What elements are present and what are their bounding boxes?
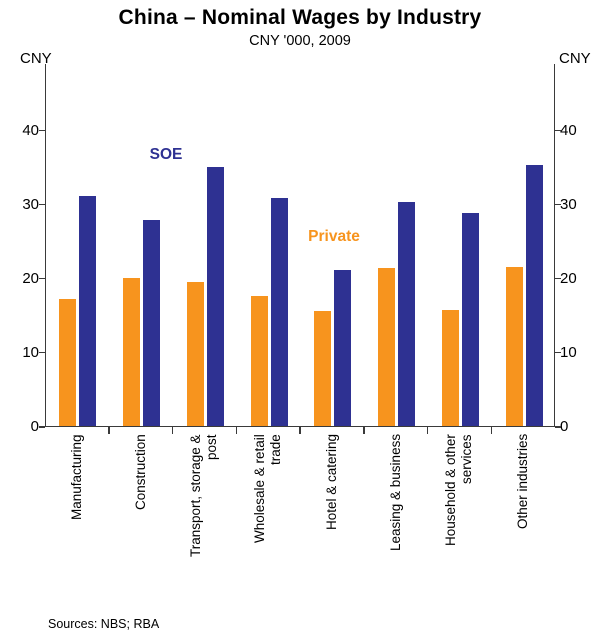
series-label-private: Private [308,228,360,245]
y-axis-unit-left: CNY [20,50,52,67]
bar-private-1 [59,298,77,426]
y-axis-tick [39,129,45,132]
series-label-soe: SOE [149,146,183,163]
x-axis-tick [108,427,110,434]
bar-private-8 [505,266,523,426]
y-axis-tick-label-right: 0 [560,418,569,435]
y-axis-tick-label-left: 30 [22,195,39,213]
bar-soe-6 [398,201,416,426]
bar-soe-2 [143,220,161,426]
y-axis-tick [555,129,561,132]
y-axis-tick-label-right: 10 [560,343,577,361]
y-axis-tick [555,277,561,280]
bar-soe-4 [270,197,288,426]
x-category-label: Household & other services [443,434,475,546]
y-axis-tick-label-left: 10 [22,343,39,361]
bar-soe-7 [461,212,479,426]
sources-note: Sources: NBS; RBA [48,617,160,631]
x-axis-tick [490,427,492,434]
bar-soe-5 [334,270,352,426]
x-category-label: Transport, storage & post [188,434,220,557]
x-category-label: Other industries [515,434,531,530]
y-axis-tick-label-right: 20 [560,269,577,287]
y-axis-tick [39,203,45,206]
x-axis-tick [235,427,237,434]
y-axis-tick [39,277,45,280]
x-category-label: Leasing & business [387,434,403,552]
x-axis-tick [171,427,174,434]
y-axis-tick [39,426,45,428]
y-axis-tick-label-right: 30 [560,195,577,213]
bar-soe-1 [79,196,97,426]
x-category-label: Wholesale & retail trade [252,434,284,543]
bar-private-6 [378,268,396,426]
y-axis-tick [39,351,45,354]
x-category-label: Manufacturing [68,434,84,520]
chart-title: China – Nominal Wages by Industry [118,6,482,29]
plot-area [45,64,555,427]
y-axis-tick [555,351,561,354]
bar-soe-3 [206,166,224,426]
bar-private-4 [250,295,268,426]
chart-subtitle: CNY '000, 2009 [249,33,351,49]
bar-private-7 [441,310,459,426]
y-axis-tick-label-left: 40 [22,121,39,139]
y-axis-unit-right: CNY [559,50,591,67]
y-axis-tick-label-left: 0 [30,418,39,435]
bar-soe-8 [525,165,543,426]
x-category-label: Construction [132,434,148,510]
bar-private-5 [314,311,332,426]
y-axis-tick-label-left: 20 [22,269,39,287]
x-axis-tick [299,427,301,434]
x-category-label: Hotel & catering [323,434,339,531]
y-axis-tick-label-right: 40 [560,121,577,139]
x-axis-tick [426,427,429,434]
x-axis-tick [363,427,365,434]
y-axis-tick [555,203,561,206]
bar-private-2 [123,277,141,426]
y-axis-tick [555,426,561,428]
bar-private-3 [186,281,204,426]
